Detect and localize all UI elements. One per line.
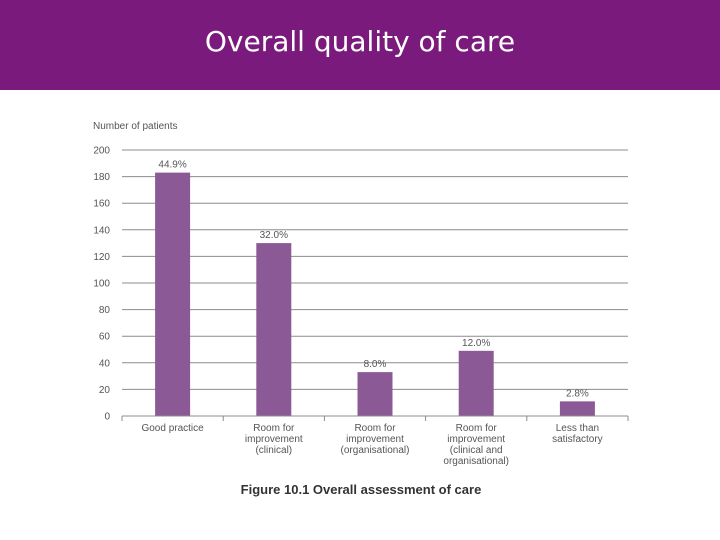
y-tick-label: 160 <box>93 199 110 210</box>
y-tick-label: 180 <box>93 172 110 183</box>
y-ticks: 0 20 40 60 80 100 120 140 160 180 200 <box>93 146 110 423</box>
bar <box>155 172 191 416</box>
y-tick-label: 140 <box>93 225 110 236</box>
bars <box>155 172 595 416</box>
category-label: Good practice <box>141 423 204 434</box>
y-tick-label: 40 <box>99 358 111 369</box>
data-labels: 44.9% 32.0% 8.0% 12.0% 2.8% <box>158 160 588 400</box>
figure-caption: Figure 10.1 Overall assessment of care <box>241 482 482 497</box>
bar <box>256 243 292 416</box>
bar-chart: Number of patients 0 20 40 60 80 100 120 140 160… <box>93 121 629 497</box>
bar <box>357 372 393 416</box>
data-label: 2.8% <box>566 388 589 399</box>
y-tick-label: 100 <box>93 279 110 290</box>
category-label: Room for improvement (clinical and organisa… <box>443 423 509 467</box>
data-label: 32.0% <box>260 230 288 241</box>
y-tick-label: 0 <box>104 412 110 423</box>
y-tick-label: 60 <box>99 332 111 343</box>
category-label: Room for improvement (organisational) <box>341 423 410 456</box>
y-axis-label: Number of patients <box>93 121 178 132</box>
y-tick-label: 120 <box>93 252 110 263</box>
category-label: Less than satisfactory <box>552 423 603 445</box>
y-tick-label: 20 <box>99 385 111 396</box>
grid-lines <box>122 149 628 390</box>
category-label: Room for improvement (clinical) <box>245 423 303 456</box>
data-label: 12.0% <box>462 338 490 349</box>
bar <box>559 401 595 416</box>
data-label: 8.0% <box>364 359 387 370</box>
y-tick-label: 80 <box>99 305 111 316</box>
category-labels: Good practice Room for improvement (clinica… <box>141 423 602 467</box>
bar <box>458 350 494 416</box>
header-bar: Overall quality of care <box>0 0 720 90</box>
chart-container: Number of patients 0 20 40 60 80 100 120 140 160… <box>0 90 720 540</box>
y-tick-label: 200 <box>93 146 110 157</box>
data-label: 44.9% <box>158 160 186 171</box>
x-axis <box>121 415 629 421</box>
page-title: Overall quality of care <box>204 24 516 58</box>
